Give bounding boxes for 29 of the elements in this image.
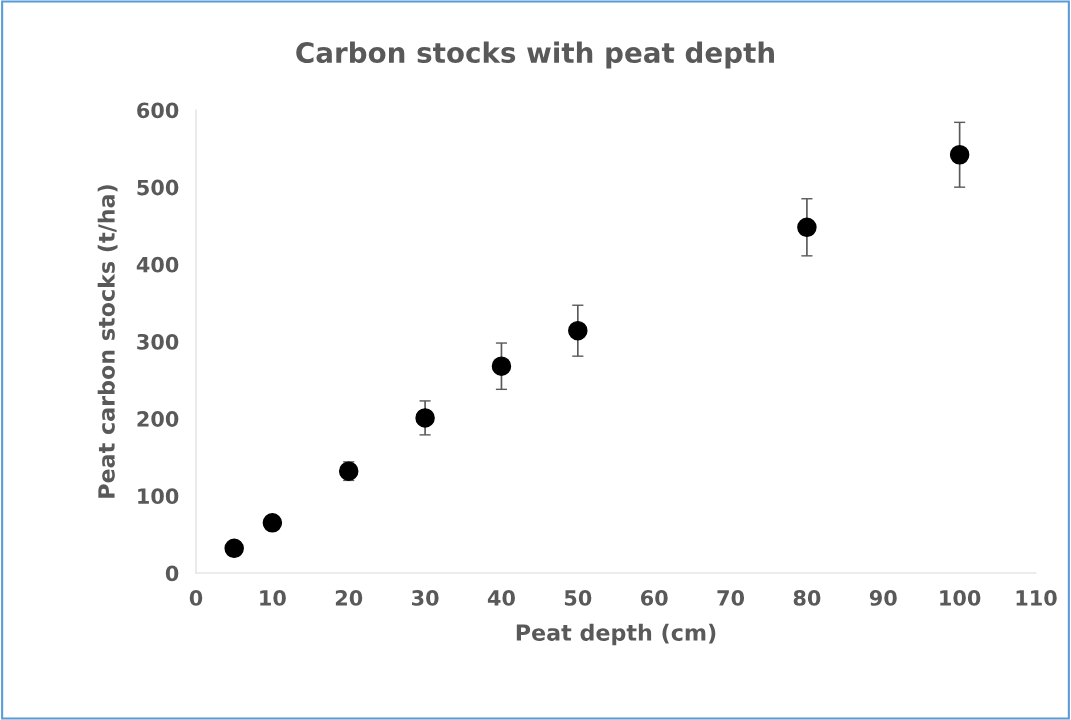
y-tick-label: 600 <box>137 102 179 119</box>
y-tick-label: 200 <box>137 411 179 427</box>
x-axis-title: Peat depth (cm) <box>516 623 716 646</box>
y-axis-title: Peat carbon stocks (t/ha) <box>97 185 118 498</box>
point <box>949 145 970 165</box>
x-tick-label: 20 <box>335 590 363 606</box>
x-tick-label: 80 <box>793 590 821 606</box>
point <box>415 408 435 428</box>
y-tick-label: 300 <box>137 333 179 350</box>
x-tick-label: 40 <box>487 590 515 606</box>
x-tick-label: 110 <box>1016 590 1057 606</box>
y-tick-label: 0 <box>165 565 179 582</box>
point <box>224 538 244 559</box>
y-tick-label: 400 <box>136 256 179 273</box>
point <box>491 356 512 376</box>
x-tick-label: 30 <box>411 590 439 606</box>
x-tick-label: 70 <box>717 590 745 606</box>
x-tick-label: 50 <box>564 590 592 606</box>
y-tick-label: 500 <box>137 179 179 196</box>
point <box>262 513 283 533</box>
x-tick-label: 0 <box>189 590 203 606</box>
x-tick-label: 60 <box>640 590 668 606</box>
point <box>568 320 588 341</box>
x-tick-label: 100 <box>940 590 981 606</box>
point <box>797 217 817 238</box>
y-tick-label: 100 <box>138 488 179 505</box>
x-tick-label: 90 <box>869 590 897 606</box>
chart-title: Carbon stocks with peat depth <box>296 41 774 69</box>
x-tick-label: 10 <box>260 590 286 606</box>
